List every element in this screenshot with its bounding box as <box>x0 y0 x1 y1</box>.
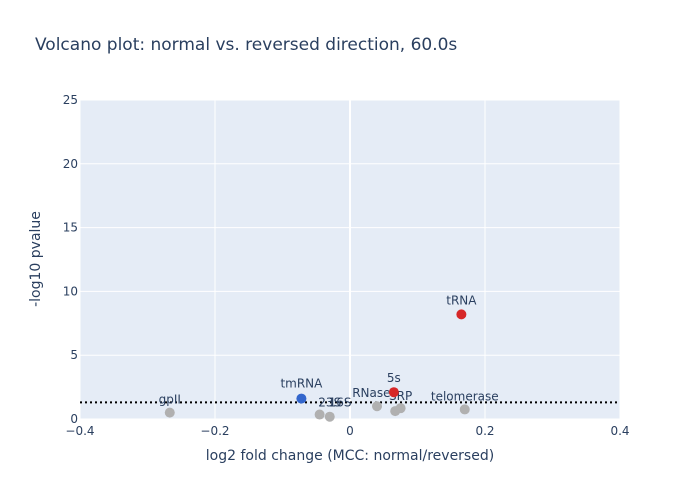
data-point <box>296 393 307 404</box>
data-point <box>314 409 325 420</box>
point-label: tmRNA <box>280 377 323 391</box>
data-point <box>456 309 467 320</box>
point-label: gpII <box>159 393 181 407</box>
point-label: telomerase <box>431 389 499 403</box>
point-label: tRNA <box>446 293 477 307</box>
data-point <box>390 406 401 417</box>
x-axis-title: log2 fold change (MCC: normal/reversed) <box>206 448 494 464</box>
x-tick-label: −0.4 <box>65 424 94 438</box>
grid-lines <box>79 99 621 420</box>
data-point <box>372 401 382 412</box>
data-point <box>388 387 399 398</box>
y-tick-label: 15 <box>63 221 78 235</box>
x-tick-label: 0.4 <box>610 424 629 438</box>
data-point <box>324 411 335 422</box>
data-point <box>164 407 175 418</box>
x-tick-label: 0.2 <box>475 424 494 438</box>
point-label: 16S <box>329 396 352 410</box>
y-tick-label: 20 <box>63 157 78 171</box>
y-axis-title: -log10 pvalue <box>28 211 44 307</box>
point-label: 23S <box>318 396 341 410</box>
point-label: RNaseP <box>352 386 398 400</box>
x-tick-label: −0.2 <box>200 424 229 438</box>
chart-title: Volcano plot: normal vs. reversed direct… <box>35 35 457 55</box>
x-axis-ticks: −0.4 −0.2 0 0.2 0.4 <box>65 424 629 438</box>
y-axis-ticks: 0 5 10 15 20 25 <box>63 93 78 426</box>
x-tick-label: 0 <box>346 424 354 438</box>
y-tick-label: 10 <box>63 284 78 298</box>
y-tick-label: 5 <box>70 348 78 362</box>
data-point <box>459 404 470 415</box>
y-tick-label: 25 <box>63 93 78 107</box>
y-tick-label: 0 <box>70 412 78 426</box>
point-label: 5s <box>387 371 401 385</box>
